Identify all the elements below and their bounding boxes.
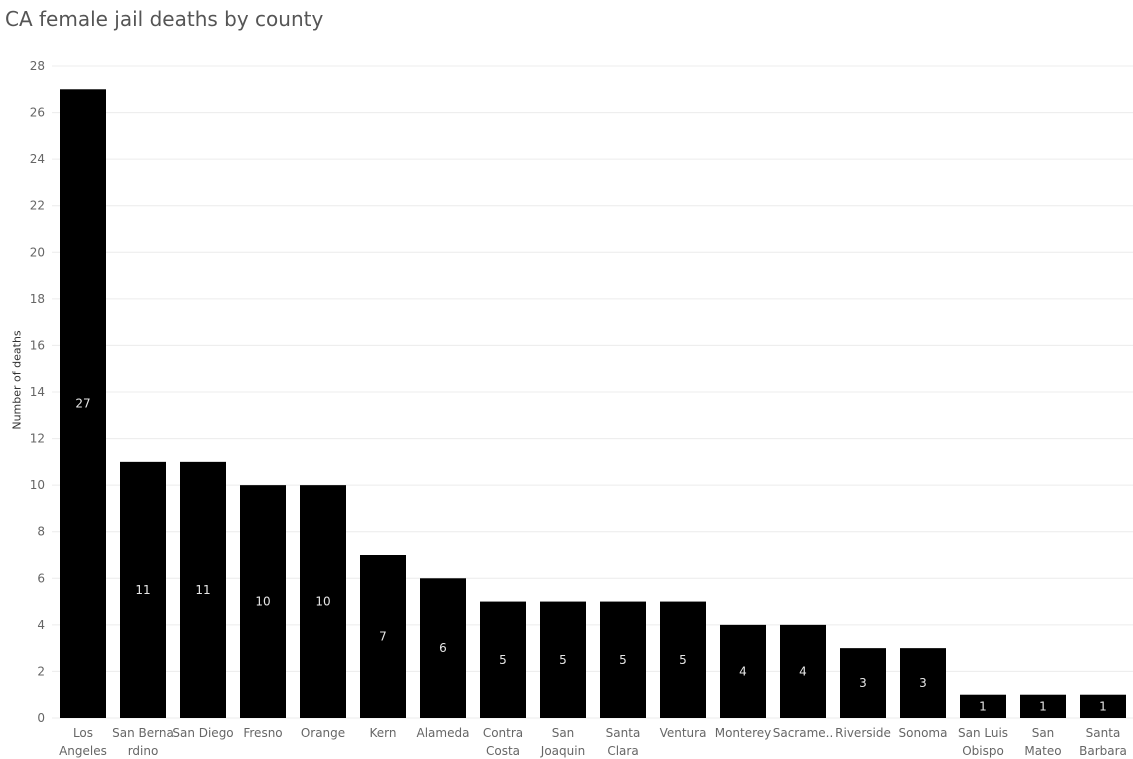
bar-data-label: 7 xyxy=(379,630,387,644)
y-tick-label: 0 xyxy=(37,711,45,725)
bar[interactable] xyxy=(960,694,1006,718)
bar-data-label: 1 xyxy=(1039,699,1047,713)
y-tick-label: 22 xyxy=(30,199,45,213)
x-tick-label: San Luis xyxy=(958,726,1008,740)
x-tick-label: Kern xyxy=(370,726,397,740)
x-tick-label: Costa xyxy=(486,744,520,758)
bar-data-label: 11 xyxy=(135,583,150,597)
x-tick-label: Sonoma xyxy=(899,726,948,740)
x-tick-label: Joaquin xyxy=(540,744,585,758)
bar[interactable] xyxy=(900,648,946,718)
bar-data-label: 4 xyxy=(799,664,807,678)
bar[interactable] xyxy=(1020,694,1066,718)
y-tick-label: 16 xyxy=(30,338,45,352)
bar[interactable] xyxy=(120,461,166,718)
bar[interactable] xyxy=(420,578,466,718)
bar-data-label: 3 xyxy=(859,676,867,690)
y-tick-label: 4 xyxy=(37,618,45,632)
x-tick-label: San Berna xyxy=(112,726,174,740)
bar[interactable] xyxy=(240,485,286,718)
chart-title: CA female jail deaths by county xyxy=(5,7,324,31)
x-tick-label: Santa xyxy=(1086,726,1121,740)
bar-data-label: 10 xyxy=(315,595,330,609)
bar-data-label: 5 xyxy=(619,653,627,667)
bar[interactable] xyxy=(1080,694,1126,718)
bar[interactable] xyxy=(660,601,706,718)
x-tick-label: Contra xyxy=(483,726,523,740)
bar-data-label: 1 xyxy=(1099,699,1107,713)
y-tick-label: 2 xyxy=(37,664,45,678)
x-tick-label: Clara xyxy=(607,744,638,758)
bar[interactable] xyxy=(480,601,526,718)
bar-data-label: 1 xyxy=(979,699,987,713)
y-tick-label: 18 xyxy=(30,292,45,306)
x-tick-label: rdino xyxy=(128,744,159,758)
x-tick-label: Angeles xyxy=(59,744,107,758)
bar-data-label: 27 xyxy=(75,397,90,411)
x-tick-label: Riverside xyxy=(835,726,891,740)
x-tick-label: San xyxy=(552,726,575,740)
bar-data-label: 5 xyxy=(499,653,507,667)
y-tick-label: 8 xyxy=(37,525,45,539)
x-tick-label: Orange xyxy=(301,726,345,740)
x-tick-label: San xyxy=(1032,726,1055,740)
y-tick-label: 14 xyxy=(30,385,45,399)
bar[interactable] xyxy=(300,485,346,718)
x-tick-label: Santa xyxy=(606,726,641,740)
bar-data-label: 4 xyxy=(739,664,747,678)
y-tick-label: 28 xyxy=(30,59,45,73)
y-tick-label: 24 xyxy=(30,152,45,166)
bar[interactable] xyxy=(540,601,586,718)
bar[interactable] xyxy=(600,601,646,718)
x-tick-label: Mateo xyxy=(1024,744,1061,758)
x-tick-label: Sacrame.. xyxy=(773,726,834,740)
x-tick-label: Alameda xyxy=(417,726,470,740)
bar[interactable] xyxy=(360,555,406,718)
y-tick-label: 20 xyxy=(30,245,45,259)
x-tick-label: Los xyxy=(73,726,93,740)
bar-data-label: 3 xyxy=(919,676,927,690)
bar-data-label: 10 xyxy=(255,595,270,609)
bar[interactable] xyxy=(180,461,226,718)
x-tick-label: Barbara xyxy=(1079,744,1127,758)
y-tick-label: 10 xyxy=(30,478,45,492)
bar[interactable] xyxy=(780,624,826,718)
bar-data-label: 6 xyxy=(439,641,447,655)
bar-data-label: 11 xyxy=(195,583,210,597)
bar[interactable] xyxy=(720,624,766,718)
bar[interactable] xyxy=(60,89,106,719)
x-tick-label: Monterey xyxy=(715,726,772,740)
bar[interactable] xyxy=(840,648,886,718)
x-tick-label: Ventura xyxy=(660,726,707,740)
bar-data-label: 5 xyxy=(559,653,567,667)
x-tick-label: San Diego xyxy=(172,726,233,740)
y-tick-label: 26 xyxy=(30,106,45,120)
x-tick-label: Obispo xyxy=(962,744,1004,758)
bar-data-label: 5 xyxy=(679,653,687,667)
y-tick-label: 12 xyxy=(30,432,45,446)
x-tick-label: Fresno xyxy=(243,726,282,740)
y-tick-label: 6 xyxy=(37,571,45,585)
